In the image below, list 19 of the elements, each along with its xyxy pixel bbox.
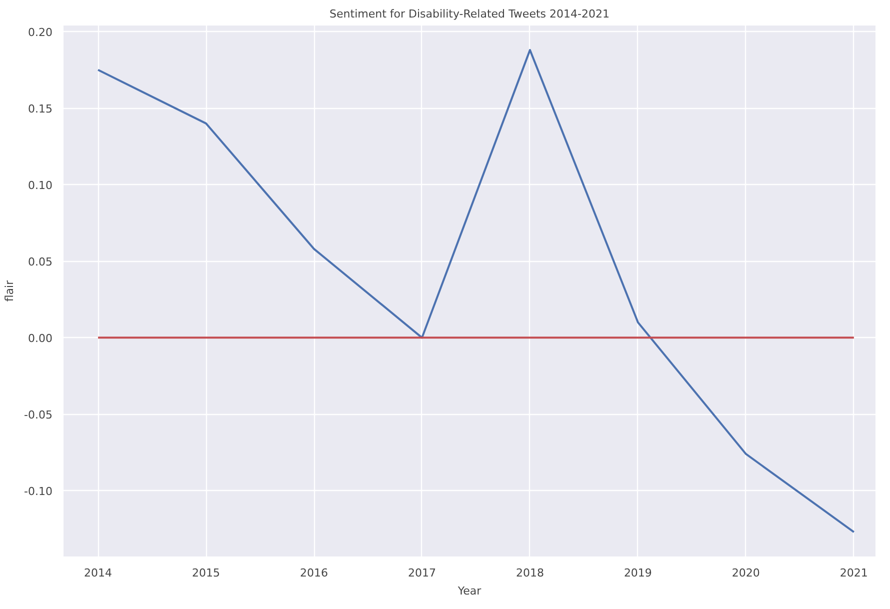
x-tick-label: 2017 — [408, 566, 436, 580]
x-tick-label: 2018 — [516, 566, 544, 580]
y-tick-label: -0.10 — [24, 485, 53, 498]
y-tick-label: 0.20 — [28, 26, 53, 40]
x-tick-label: 2014 — [84, 566, 112, 580]
x-tick-label: 2020 — [732, 566, 760, 580]
x-tick-label: 2016 — [300, 566, 328, 580]
x-axis-title: Year — [456, 584, 482, 598]
x-tick-label: 2021 — [840, 566, 868, 580]
y-tick-label: -0.05 — [24, 408, 53, 422]
y-tick-label: 0.15 — [28, 102, 53, 116]
y-tick-label: 0.10 — [28, 179, 53, 192]
x-tick-label: 2015 — [192, 566, 220, 580]
line-series — [97, 48, 855, 534]
y-axis-title: flair — [3, 280, 16, 302]
chart-title: Sentiment for Disability-Related Tweets 2014-2021 — [330, 8, 610, 20]
y-tick-label: 0.00 — [28, 332, 53, 346]
x-tick-label: 2019 — [624, 566, 652, 580]
y-tick-label: 0.05 — [28, 256, 53, 269]
